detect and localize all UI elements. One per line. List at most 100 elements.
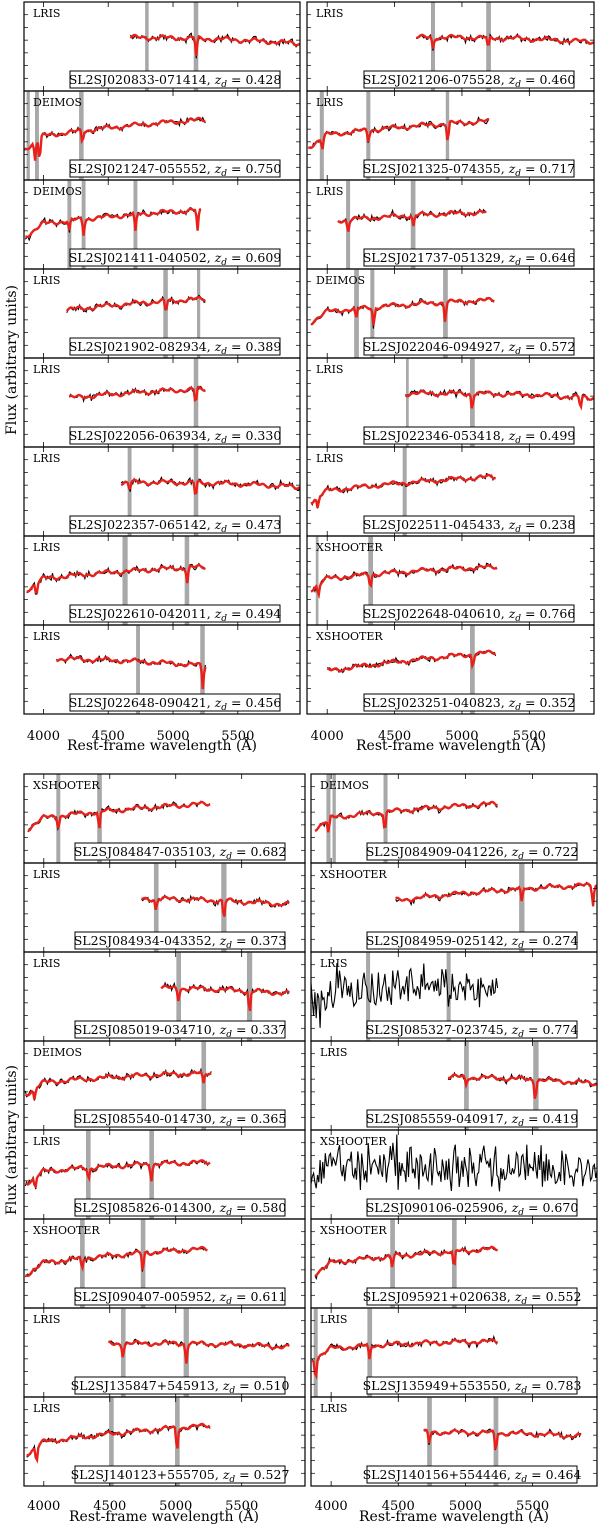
redshift-symbol: z <box>214 72 222 87</box>
x-tick-label: 4500 <box>93 1499 126 1514</box>
instrument-label: LRIS <box>33 630 60 643</box>
model-spectrum-line <box>337 209 487 232</box>
redshift-value: = 0.460 <box>521 72 575 87</box>
instrument-label: LRIS <box>33 363 60 376</box>
absorption-band <box>346 180 351 269</box>
absorption-band <box>332 774 336 863</box>
lens-label-box <box>74 1465 286 1484</box>
lens-label: SL2SJ021411-040502, zd = 0.609 <box>69 250 282 268</box>
lens-name: SL2SJ135949+553550, <box>363 1378 515 1393</box>
lens-label: SL2SJ135847+545913, zd = 0.510 <box>71 1378 290 1396</box>
spectrum-panel: XSHOOTER SL2SJ022648-040610, zd = 0.766 <box>306 535 595 626</box>
y-axis-label: Flux (arbitrary units) <box>4 285 20 435</box>
panel-frame <box>23 1396 306 1487</box>
redshift-symbol: z <box>219 844 227 859</box>
redshift-symbol: z <box>514 1467 522 1482</box>
absorption-band <box>486 2 491 91</box>
spectrum-panel: XSHOOTER SL2SJ090407-005952, zd = 0.611 <box>23 1218 306 1309</box>
absorption-band <box>200 625 205 714</box>
instrument-label: LRIS <box>33 868 60 881</box>
lens-label: SL2SJ084934-043352, zd = 0.373 <box>74 933 287 951</box>
lens-label: SL2SJ021902-082934, zd = 0.389 <box>69 339 282 357</box>
absorption-band <box>35 91 39 180</box>
model-spectrum-line <box>56 655 207 690</box>
data-spectrum-line <box>404 388 595 409</box>
lens-label-box <box>363 604 575 623</box>
redshift-value: = 0.473 <box>227 517 281 532</box>
model-spectrum-line <box>395 882 598 906</box>
redshift-value: = 0.670 <box>524 1200 578 1215</box>
instrument-label: LRIS <box>316 452 343 465</box>
redshift-subscript: d <box>521 1386 527 1396</box>
spectrum-panel: LRIS SL2SJ022511-045433, zd = 0.238 <box>306 446 595 537</box>
instrument-label: DEIMOS <box>33 185 82 198</box>
absorption-band <box>221 863 227 952</box>
spectrum-panel: DEIMOS SL2SJ021411-040502, zd = 0.609 <box>23 179 301 270</box>
data-spectrum-line <box>66 294 206 313</box>
lens-label-box <box>366 1287 578 1306</box>
lens-label: SL2SJ021206-075528, zd = 0.460 <box>363 72 576 90</box>
redshift-value: = 0.783 <box>527 1378 581 1393</box>
model-spectrum-line <box>26 563 206 595</box>
redshift-symbol: z <box>219 1289 227 1304</box>
redshift-subscript: d <box>226 1208 232 1218</box>
instrument-label: LRIS <box>33 541 60 554</box>
lens-name: SL2SJ021325-074355, <box>363 161 509 176</box>
redshift-subscript: d <box>229 1386 235 1396</box>
instrument-label: XSHOOTER <box>320 1224 387 1237</box>
lens-label-box <box>74 1198 286 1217</box>
absorption-band <box>446 952 451 1041</box>
instrument-label: LRIS <box>33 452 60 465</box>
redshift-value: = 0.609 <box>227 250 281 265</box>
redshift-subscript: d <box>221 80 227 90</box>
lens-name: SL2SJ140123+555705, <box>71 1467 223 1482</box>
redshift-symbol: z <box>511 1022 519 1037</box>
redshift-subscript: d <box>515 436 521 446</box>
lens-label-box <box>363 159 575 178</box>
lens-label-box <box>363 248 575 267</box>
spectrum-panel: XSHOOTER SL2SJ084959-025142, zd = 0.274 <box>310 862 598 953</box>
lens-label-box <box>363 70 575 89</box>
absorption-band <box>319 91 324 180</box>
instrument-label: LRIS <box>320 1313 347 1326</box>
lens-name: SL2SJ084959-025142, <box>366 933 512 948</box>
data-spectrum-line <box>310 1134 598 1192</box>
lens-name: SL2SJ021247-055552, <box>69 161 215 176</box>
panel-frame <box>310 1396 598 1487</box>
data-spectrum-line <box>26 1423 211 1461</box>
model-spectrum-line <box>326 649 496 673</box>
absorption-band <box>163 269 168 358</box>
lens-name: SL2SJ022046-094927, <box>363 339 509 354</box>
lens-name: SL2SJ021902-082934, <box>69 339 215 354</box>
spectrum-panel: LRIS SL2SJ021902-082934, zd = 0.389 <box>23 268 301 359</box>
redshift-symbol: z <box>508 517 516 532</box>
instrument-label: LRIS <box>320 1046 347 1059</box>
lens-label: SL2SJ085019-034710, zd = 0.337 <box>74 1022 287 1040</box>
absorption-band <box>406 358 409 447</box>
redshift-value: = 0.682 <box>232 844 286 859</box>
lens-label: SL2SJ085540-014730, zd = 0.365 <box>74 1111 287 1129</box>
x-tick-label: 4500 <box>382 1499 415 1514</box>
lens-label-box <box>366 1198 578 1217</box>
absorption-band <box>326 774 331 863</box>
lens-name: SL2SJ085019-034710, <box>74 1022 220 1037</box>
spectrum-panel: LRIS SL2SJ135949+553550, zd = 0.783 <box>310 1307 598 1398</box>
lens-name: SL2SJ022357-065142, <box>69 517 215 532</box>
redshift-value: = 0.373 <box>232 933 286 948</box>
x-tick-label: 5000 <box>445 729 478 744</box>
lens-label-box <box>366 1109 578 1128</box>
redshift-subscript: d <box>515 614 521 624</box>
x-axis-label-right: Rest-frame wavelength (Å) <box>359 1507 549 1525</box>
spectrum-panel: XSHOOTER SL2SJ023251-040823, zd = 0.352 <box>306 624 595 715</box>
instrument-label: XSHOOTER <box>320 1135 387 1148</box>
spectrum-panel: LRIS SL2SJ135847+545913, zd = 0.510 <box>23 1307 306 1398</box>
panel-frame <box>23 624 301 715</box>
redshift-value: = 0.722 <box>524 844 578 859</box>
redshift-subscript: d <box>221 436 227 446</box>
lens-label-box <box>363 515 575 534</box>
redshift-value: = 0.774 <box>524 1022 578 1037</box>
panel-frame <box>306 624 595 715</box>
x-axis-label-right: Rest-frame wavelength (Å) <box>356 736 546 754</box>
model-spectrum-line <box>27 800 211 832</box>
